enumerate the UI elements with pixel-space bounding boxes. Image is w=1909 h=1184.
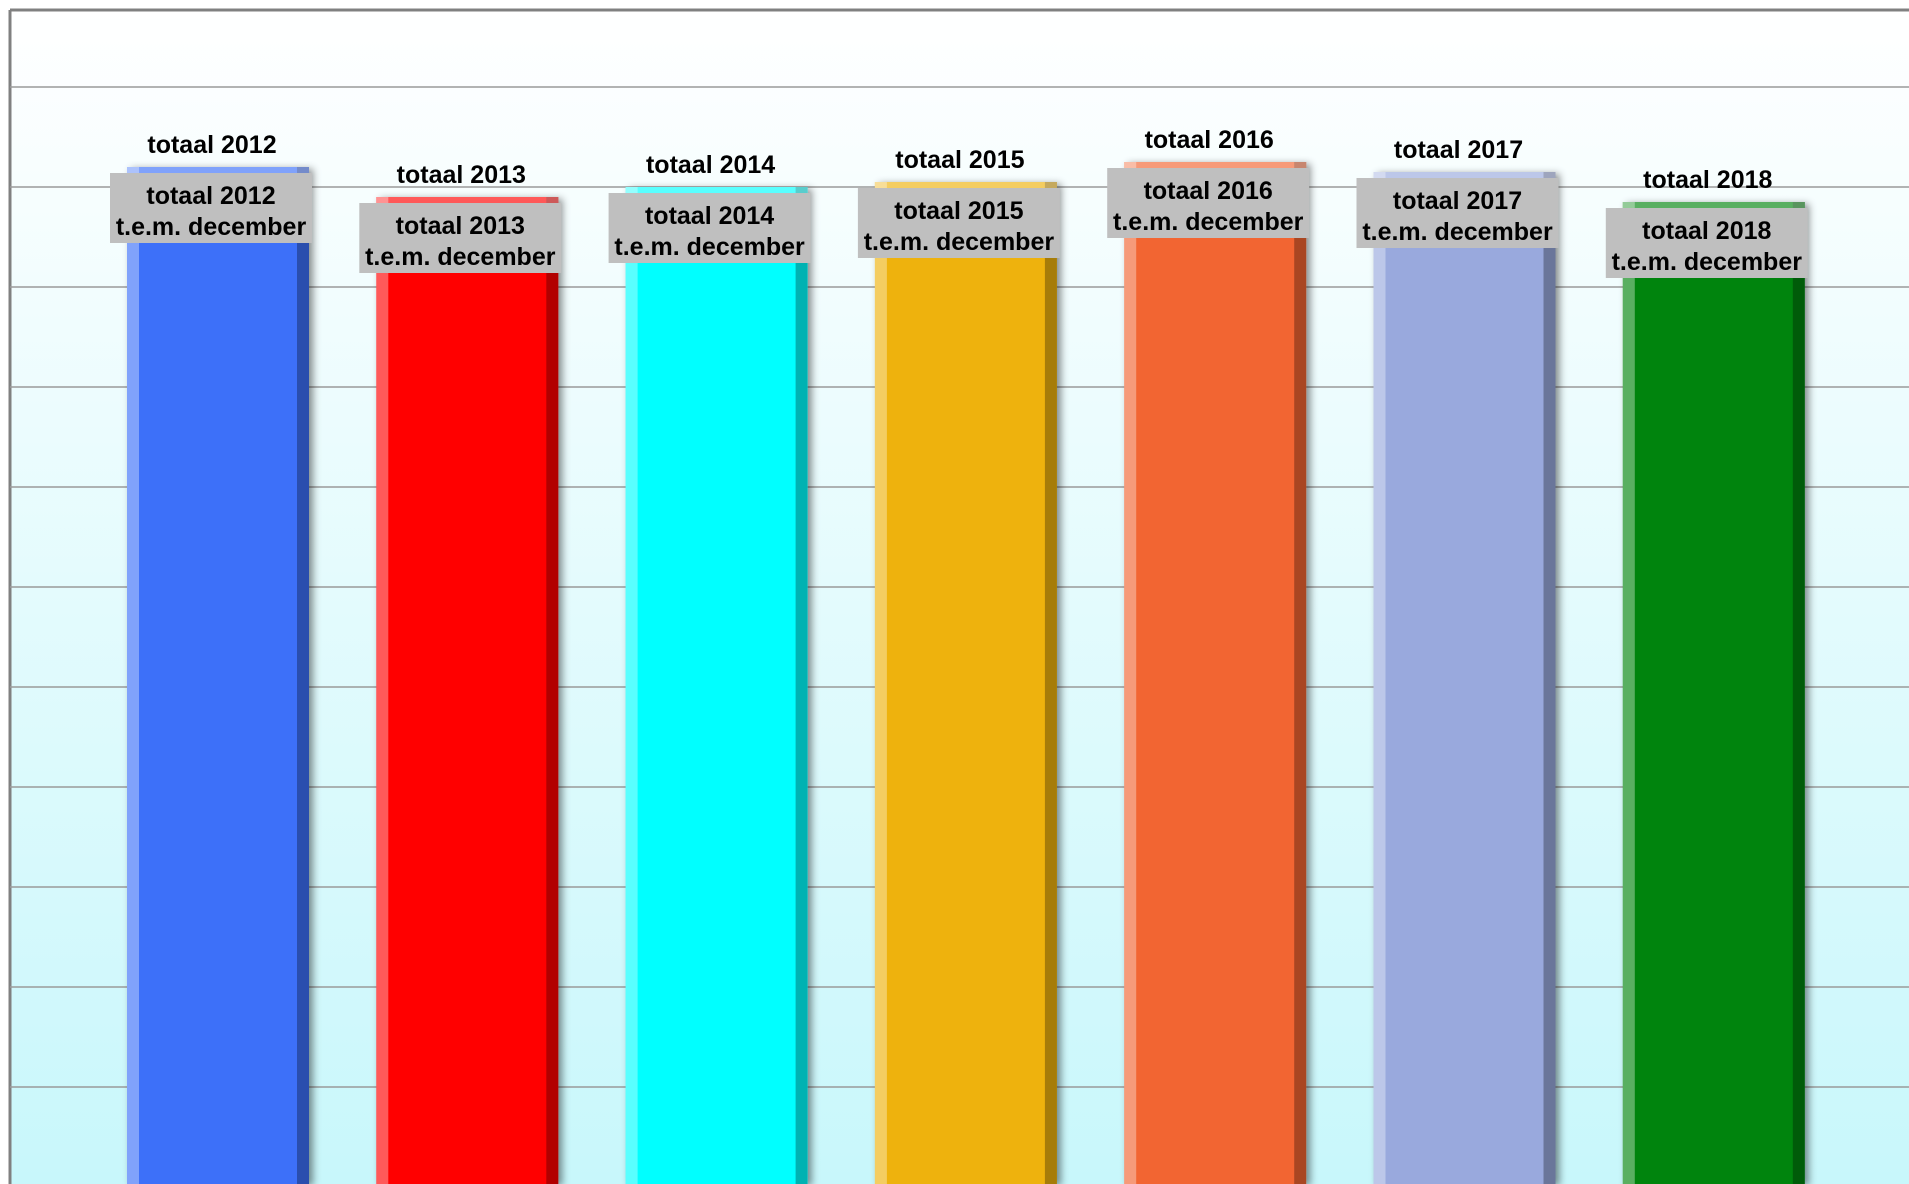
bar-shade-right [1294,162,1307,1184]
bar-top-edge [376,197,559,204]
data-label-line2: t.e.m. december [864,228,1055,256]
data-label-line2: t.e.m. december [614,233,805,261]
bar-highlight-left [376,197,389,1184]
data-label-line2: t.e.m. december [1362,218,1553,246]
data-label-line1: totaal 2015 [894,197,1023,225]
bar [127,167,309,1184]
bar [625,187,808,1184]
bar-top-edge [1622,202,1805,209]
bar-2012 [127,167,309,1184]
bar [376,197,559,1184]
bar-shade-right [1543,172,1556,1184]
bar-shade-right [795,187,808,1184]
bars [127,162,1805,1184]
data-label-line2: t.e.m. december [1612,248,1803,276]
data-label-box [1356,178,1559,248]
data-label: totaal 2018 t.e.m. december [1605,208,1808,278]
top-label: totaal 2017 [1394,136,1523,164]
data-label-box [1605,208,1808,278]
top-label: totaal 2015 [895,146,1024,174]
data-label-box [608,193,811,263]
data-label: totaal 2012 t.e.m. december [110,173,312,243]
top-label: totaal 2018 [1643,166,1772,194]
bar-highlight-left [874,182,887,1184]
bar-shade-right [1792,202,1805,1184]
data-label: totaal 2013 t.e.m. december [359,203,562,273]
data-label-line1: totaal 2012 [146,182,275,210]
bar-top-edge [1124,162,1307,169]
bar [1373,172,1556,1184]
data-label-line1: totaal 2016 [1144,177,1273,205]
top-label: totaal 2012 [147,131,276,159]
data-label-box [359,203,562,273]
data-label-line2: t.e.m. december [365,243,556,271]
bar-2018 [1622,202,1805,1184]
bar-highlight-left [625,187,638,1184]
data-label-line2: t.e.m. december [1113,208,1304,236]
data-label-line1: totaal 2014 [645,202,774,230]
bar-top-edge [1373,172,1556,179]
bar-2017 [1373,172,1556,1184]
bar-highlight-left [1622,202,1635,1184]
bar [1124,162,1307,1184]
bar-2013 [376,197,559,1184]
top-label: totaal 2016 [1145,126,1274,154]
top-label: totaal 2013 [397,161,526,189]
bar [1622,202,1805,1184]
data-label-box [1107,168,1310,238]
data-label-line1: totaal 2018 [1642,217,1771,245]
bar-highlight-left [127,167,139,1184]
data-label: totaal 2014 t.e.m. december [608,193,811,263]
data-label: totaal 2016 t.e.m. december [1107,168,1310,238]
data-label-box [110,173,312,243]
bar-highlight-left [1373,172,1386,1184]
bar-shade-right [1044,182,1057,1184]
data-label: totaal 2015 t.e.m. december [857,188,1060,258]
bar-2014 [625,187,808,1184]
data-label-line1: totaal 2017 [1393,187,1522,215]
bar-2015 [874,182,1057,1184]
bar-highlight-left [1124,162,1137,1184]
data-label-box [857,188,1060,258]
top-label: totaal 2014 [646,151,775,179]
data-label-line1: totaal 2013 [396,212,525,240]
bar-2016 [1124,162,1307,1184]
bar-shade-right [297,167,309,1184]
data-label-line2: t.e.m. december [116,213,307,241]
data-label: totaal 2017 t.e.m. december [1356,178,1559,248]
bar-top-edge [874,182,1057,189]
bar-top-edge [625,187,808,194]
bar [874,182,1057,1184]
bar-shade-right [546,197,559,1184]
bar-top-edge [127,167,309,174]
